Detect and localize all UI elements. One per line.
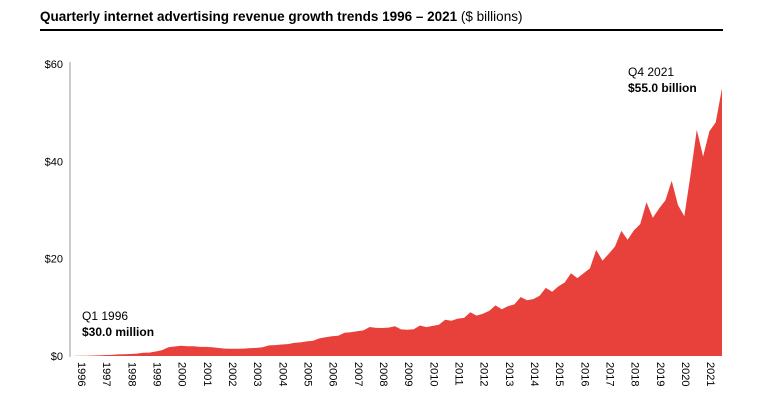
chart-title-text: Quarterly internet advertising revenue g…: [40, 9, 458, 24]
x-tick-label: 1997: [100, 362, 112, 386]
x-tick-label: 1998: [125, 362, 137, 386]
start-annotation-value: $30.0 million: [82, 325, 154, 339]
y-tick-label: $60: [45, 59, 63, 71]
chart-title: Quarterly internet advertising revenue g…: [40, 9, 522, 24]
x-tick-label: 2008: [377, 362, 389, 386]
x-tick-label: 2010: [427, 362, 439, 386]
y-tick-label: $0: [51, 351, 63, 363]
end-annotation-value: $55.0 billion: [628, 81, 697, 95]
x-tick-label: 2006: [327, 362, 339, 386]
y-tick-label: $20: [45, 254, 63, 266]
x-tick-label: 2009: [402, 362, 414, 386]
revenue-area: [74, 88, 722, 357]
y-tick-label: $40: [45, 156, 63, 168]
title-rule: [40, 29, 723, 31]
end-annotation-label: Q4 2021: [628, 65, 674, 79]
x-tick-label: 1999: [151, 362, 163, 386]
x-tick-label: 2012: [478, 362, 490, 386]
x-tick-label: 2016: [578, 362, 590, 386]
x-tick-label: 2003: [251, 362, 263, 386]
x-tick-label: 2007: [352, 362, 364, 386]
x-tick-label: 2018: [629, 362, 641, 386]
x-tick-label: 2020: [679, 362, 691, 386]
x-tick-label: 2021: [704, 362, 716, 386]
x-tick-label: 2002: [226, 362, 238, 386]
x-tick-label: 2011: [453, 362, 465, 386]
x-tick-label: 2000: [176, 362, 188, 386]
x-tick-label: 2004: [276, 362, 288, 386]
start-annotation-label: Q1 1996: [82, 309, 128, 323]
x-tick-label: 2005: [302, 362, 314, 386]
x-tick-label: 2015: [553, 362, 565, 386]
x-tick-label: 2019: [654, 362, 666, 386]
x-tick-label: 2001: [201, 362, 213, 386]
x-tick-label: 1996: [75, 362, 87, 386]
x-tick-label: 2013: [503, 362, 515, 386]
x-tick-label: 2017: [604, 362, 616, 386]
x-tick-label: 2014: [528, 362, 540, 386]
chart-title-unit: ($ billions): [460, 9, 523, 24]
